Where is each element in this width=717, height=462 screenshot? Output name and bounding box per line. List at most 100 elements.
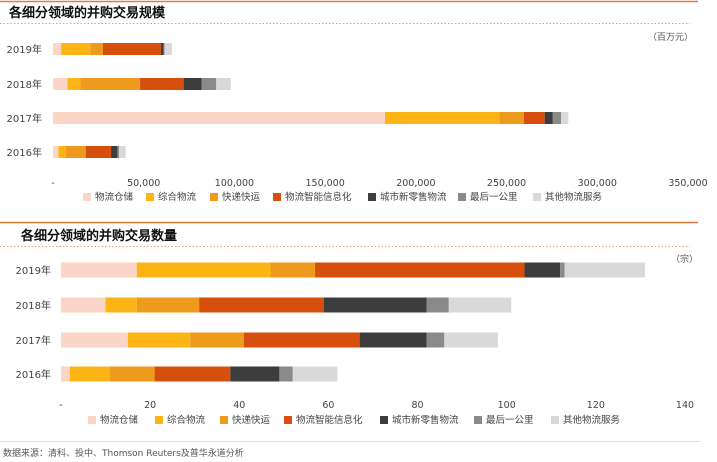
legend-label: 综合物流 <box>167 414 206 426</box>
bar-segment <box>61 297 106 313</box>
bar-segment <box>102 43 161 55</box>
bar-segment <box>140 78 184 90</box>
bar-segment <box>199 297 324 313</box>
legend-swatch <box>533 193 541 201</box>
legend-label: 最后一公里 <box>470 192 518 203</box>
bar-segment <box>90 43 103 55</box>
bar-segment <box>136 297 200 313</box>
bar-segment <box>426 297 449 313</box>
bar-segment <box>201 78 217 90</box>
bar-segment <box>230 366 280 382</box>
legend-label: 综合物流 <box>158 191 197 203</box>
legend-label: 城市新零售物流 <box>380 191 447 203</box>
category-label: 2016年 <box>7 146 42 159</box>
category-label: 2017年 <box>16 334 51 347</box>
bar-segment <box>499 112 524 124</box>
legend-label: 最后一公里 <box>486 415 534 426</box>
x-tick-label: 50,000 <box>127 178 160 189</box>
category-label: 2019年 <box>7 43 42 56</box>
legend-label: 快递快运 <box>232 414 271 426</box>
bar-segment <box>523 112 545 124</box>
legend-swatch <box>551 416 559 424</box>
bar-segment <box>444 332 498 348</box>
bar-segment <box>85 146 112 158</box>
bar-segment <box>69 366 111 382</box>
chart-1-unit: （百万元） <box>648 32 693 43</box>
bar-segment <box>61 366 70 382</box>
bar-segment <box>58 146 66 158</box>
bar-segment <box>164 43 172 55</box>
bar-segment <box>53 112 386 124</box>
legend-swatch <box>88 416 96 424</box>
bar-segment <box>105 297 137 313</box>
bar-segment <box>216 78 231 90</box>
legend-label: 物流智能信息化 <box>296 414 363 426</box>
bar-segment <box>315 262 525 278</box>
chart-2-title: 各细分领域的并购交易数量 <box>20 228 177 244</box>
x-tick-label: 20 <box>144 400 156 411</box>
legend-swatch <box>284 416 292 424</box>
x-tick-label: 250,000 <box>487 178 526 189</box>
bar-segment <box>190 332 244 348</box>
legend-swatch <box>146 193 154 201</box>
bar-segment <box>61 332 128 348</box>
bar-segment <box>544 112 553 124</box>
chart-1-plot: 2019年 2018年 2017年 2016年 - 50,000 100,000 150,00… <box>7 43 708 203</box>
bar-segment <box>270 262 316 278</box>
bar-segment <box>564 262 645 278</box>
bar-segment <box>385 112 500 124</box>
bar-segment <box>61 43 91 55</box>
legend-label: 物流仓储 <box>95 191 134 203</box>
legend-swatch <box>155 416 163 424</box>
x-tick-label: 80 <box>412 400 424 411</box>
bar-segment <box>183 78 202 90</box>
x-tick-label: 100,000 <box>215 178 254 189</box>
x-tick-label: 150,000 <box>305 178 344 189</box>
category-label: 2018年 <box>16 299 51 312</box>
legend-label: 其他物流服务 <box>545 191 603 203</box>
bar-segment <box>67 78 81 90</box>
bar-segment <box>53 43 62 55</box>
category-label: 2017年 <box>7 112 42 125</box>
x-tick-label: 40 <box>233 400 245 411</box>
bar-segment <box>154 366 231 382</box>
legend-swatch <box>474 416 482 424</box>
bar-segment <box>65 146 86 158</box>
bar-segment <box>292 366 338 382</box>
bar-segment <box>163 43 165 55</box>
bar-segment <box>160 43 164 55</box>
legend-label: 物流智能信息化 <box>285 191 352 203</box>
bar-segment <box>119 146 126 158</box>
x-tick-label: - <box>59 400 62 411</box>
legend-label: 快递快运 <box>222 191 261 203</box>
bar-segment <box>136 262 271 278</box>
category-label: 2016年 <box>16 368 51 381</box>
bar-segment <box>61 262 137 278</box>
legend-label: 其他物流服务 <box>563 414 621 426</box>
bar-segment <box>127 332 191 348</box>
category-label: 2019年 <box>16 264 51 277</box>
legend-swatch <box>458 193 466 201</box>
bar-segment <box>524 262 561 278</box>
bar-segment <box>279 366 293 382</box>
x-tick-label: 300,000 <box>578 178 617 189</box>
bar-segment <box>110 366 155 382</box>
legend-swatch <box>83 193 91 201</box>
x-tick-label: 140 <box>676 400 694 411</box>
chart-2-plot: 2019年 2018年 2017年 2016年 - 20 40 60 80 100 120 140 物流… <box>16 262 694 426</box>
x-tick-label: 100 <box>498 400 516 411</box>
bar-segment <box>323 297 427 313</box>
legend-swatch <box>380 416 388 424</box>
bar-segment <box>359 332 427 348</box>
x-tick-label: 200,000 <box>396 178 435 189</box>
x-tick-label: 60 <box>322 400 334 411</box>
source-note: 数据来源：清科、投中、Thomson Reuters及普华永道分析 <box>3 447 244 459</box>
bar-segment <box>448 297 512 313</box>
legend-swatch <box>220 416 228 424</box>
chart-2-unit: （宗） <box>671 253 698 265</box>
legend-swatch <box>210 193 218 201</box>
legend-label: 城市新零售物流 <box>392 414 459 426</box>
bar-segment <box>111 146 118 158</box>
legend-swatch <box>368 193 376 201</box>
